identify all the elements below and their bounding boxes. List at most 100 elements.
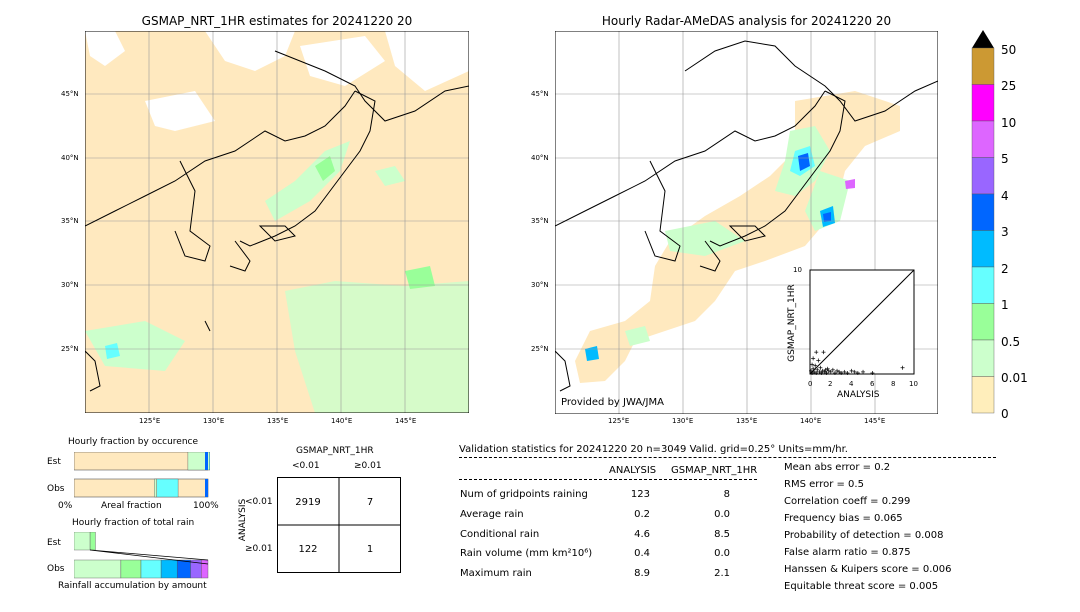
lat-label: 35°N <box>531 217 549 225</box>
lon-label: 145°E <box>395 417 417 425</box>
lat-label: 45°N <box>531 90 549 98</box>
scatter-point <box>816 358 821 363</box>
validation-subdivider <box>459 479 757 480</box>
colorbar-label: 0 <box>1001 407 1009 421</box>
scatter-point <box>815 367 820 372</box>
scatter-point <box>839 370 844 375</box>
occurrence-bar-obs-base <box>74 478 209 498</box>
scatter-point <box>845 370 850 375</box>
scatter-point <box>852 369 857 374</box>
rainfall-obs-segment <box>140 559 162 579</box>
contingency-cell: 122 <box>298 544 318 555</box>
validation-divider <box>459 457 996 458</box>
inset-scatter <box>809 269 915 375</box>
scatter-point <box>826 368 831 373</box>
scatter-point <box>811 366 816 371</box>
lon-label: 125°E <box>139 417 161 425</box>
occurrence-xlabel: Areal fraction <box>101 501 162 511</box>
colorbar-segment <box>971 157 995 195</box>
score-line: Mean abs error = 0.2 <box>784 462 891 473</box>
lon-label: 130°E <box>203 417 225 425</box>
contingency-col-header: <0.01 <box>292 461 320 471</box>
inset-x-tick: 2 <box>828 380 833 388</box>
left-map-coastlines <box>85 50 469 392</box>
occurrence-bars <box>154 452 210 498</box>
rainfall-chart <box>74 532 209 579</box>
scatter-point <box>821 350 826 355</box>
colorbar-segment <box>971 339 995 377</box>
colorbar-segment <box>971 84 995 122</box>
inset-points <box>809 350 905 375</box>
occurrence-chart <box>74 452 210 498</box>
right-map-title: Hourly Radar-AMeDAS analysis for 2024122… <box>601 14 892 28</box>
contingency-title: GSMAP_NRT_1HR <box>296 446 374 456</box>
inset-x-tick: 10 <box>909 380 918 388</box>
stat-label: Maximum rain <box>460 568 532 579</box>
colorbar-label: 1 <box>1001 298 1009 312</box>
lon-label: 140°E <box>331 417 353 425</box>
rainfall-obs-segment <box>74 559 122 579</box>
lon-label: 135°E <box>267 417 289 425</box>
colorbar-segment <box>971 376 995 414</box>
validation-col-gsmap: GSMAP_NRT_1HR <box>671 465 758 476</box>
score-line: RMS error = 0.5 <box>784 479 864 490</box>
occurrence-est-label: Est <box>47 457 61 467</box>
stat-gsmap: 8 <box>723 489 730 500</box>
scatter-point <box>849 368 854 373</box>
lon-label: 135°E <box>736 417 758 425</box>
scatter-point <box>813 363 818 368</box>
rain-area <box>625 326 650 346</box>
rainfall-obs-segment <box>160 559 178 579</box>
inset-top-tick: 10 <box>793 266 802 274</box>
lat-label: 25°N <box>61 345 79 353</box>
inset-x-tick: 0 <box>808 380 813 388</box>
scatter-point <box>825 366 830 371</box>
lat-label: 45°N <box>61 90 79 98</box>
rain-area <box>315 156 335 181</box>
colorbar-label: 0.5 <box>1001 335 1021 349</box>
colorbar-label: 0.01 <box>1001 371 1028 385</box>
scatter-point <box>900 365 905 370</box>
colorbar-label: 25 <box>1001 79 1017 93</box>
stat-analysis: 8.9 <box>634 568 650 579</box>
stat-gsmap: 2.1 <box>714 568 730 579</box>
lat-label: 25°N <box>531 345 549 353</box>
inset-x-tick: 8 <box>891 380 896 388</box>
scatter-point <box>810 370 815 375</box>
right-map-coastlines <box>555 40 938 392</box>
scatter-point <box>811 356 816 361</box>
rainfall-obs-segment <box>120 559 142 579</box>
rain-area <box>405 266 435 289</box>
no-data-patch <box>300 36 385 86</box>
lon-label: 130°E <box>672 417 694 425</box>
rain-area <box>375 166 405 186</box>
scatter-point <box>870 370 875 375</box>
stat-analysis: 0.4 <box>634 548 650 559</box>
colorbar-label: 3 <box>1001 225 1009 239</box>
scatter-point <box>819 370 824 375</box>
rain-area <box>585 346 599 361</box>
no-data-patch <box>385 31 469 91</box>
occurrence-obs-label: Obs <box>47 484 65 494</box>
inset-diagonal <box>809 269 915 375</box>
scatter-point <box>835 368 840 373</box>
scatter-point <box>823 367 828 372</box>
stat-gsmap: 0.0 <box>714 548 730 559</box>
stat-analysis: 4.6 <box>634 529 650 540</box>
colorbar-label: 10 <box>1001 116 1017 130</box>
colorbar-segment <box>971 266 995 304</box>
validation-header: Validation statistics for 20241220 20 n=… <box>459 444 848 455</box>
colorbar <box>971 30 995 414</box>
rainfall-bars <box>74 532 209 579</box>
rain-area <box>105 343 120 359</box>
stat-analysis: 123 <box>630 489 650 500</box>
credit-text: Provided by JWA/JMA <box>561 397 664 408</box>
scatter-point <box>842 369 847 374</box>
score-line: Frequency bias = 0.065 <box>784 513 903 524</box>
rainfall-xlabel: Rainfall accumulation by amount <box>58 581 207 591</box>
scatter-point <box>822 369 827 374</box>
contingency-cell: 2919 <box>295 497 321 508</box>
rain-area <box>805 171 850 231</box>
rainfall-obs-label: Obs <box>47 564 65 574</box>
scatter-point <box>824 370 829 375</box>
